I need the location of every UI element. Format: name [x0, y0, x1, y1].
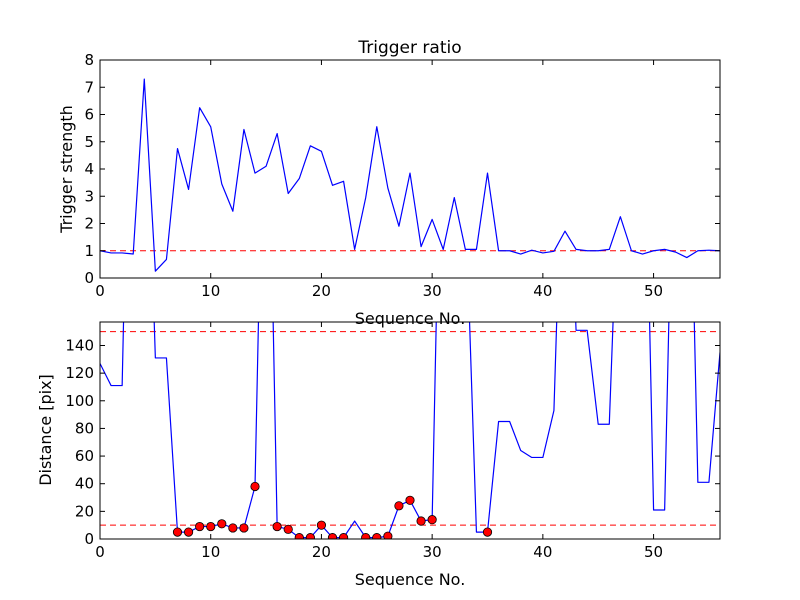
- chart-title: Trigger ratio: [357, 38, 461, 58]
- data-point-marker: [427, 515, 437, 525]
- y-tick-label: 8: [84, 51, 94, 69]
- plot-frame: [99, 59, 721, 279]
- y-tick-label: 20: [75, 502, 94, 520]
- distance-panel: 0 10 20 30 40 50 0 20 40 60 80 100 120 140 Sequence …: [36, 321, 721, 589]
- data-point-marker: [272, 521, 282, 532]
- plot-frame: [99, 321, 721, 540]
- data-point-marker: [239, 523, 249, 533]
- x-tick-label: 40: [533, 543, 552, 561]
- x-tick-label: 0: [95, 543, 105, 561]
- data-point-marker: [206, 521, 216, 532]
- x-tick-label: 50: [644, 282, 663, 300]
- data-point-marker: [172, 527, 183, 537]
- y-axis-label: Distance [pix]: [36, 374, 55, 486]
- x-tick-label: 30: [423, 282, 442, 300]
- y-tick-label: 1: [84, 242, 94, 260]
- y-tick-label: 120: [65, 364, 94, 382]
- data-point-marker: [228, 523, 238, 533]
- y-tick-label: 4: [84, 160, 94, 178]
- data-point-marker: [316, 520, 327, 530]
- x-axis-label: Sequence No.: [355, 570, 466, 589]
- series-line: [100, 78, 720, 272]
- data-point-marker: [183, 527, 194, 537]
- data-point-marker: [294, 533, 304, 539]
- y-tick-label: 2: [84, 215, 94, 233]
- data-point-marker: [394, 501, 404, 511]
- x-tick-label: 20: [312, 282, 331, 300]
- x-tick-label: 10: [201, 543, 220, 561]
- series-line: [100, 322, 720, 539]
- data-point-marker: [250, 481, 260, 492]
- y-tick-label: 0: [84, 530, 94, 548]
- y-tick-label: 3: [84, 187, 94, 205]
- y-tick-label: 100: [65, 392, 94, 410]
- trigger-ratio-panel: Trigger ratio 0 10 20 30 40 50 0 1 2 3 4 5 6 7 8 Sequ…: [57, 38, 721, 328]
- y-axis-label: Trigger strength: [57, 105, 76, 234]
- data-point-marker: [416, 516, 426, 526]
- y-tick-label: 140: [65, 336, 94, 354]
- data-point-marker: [361, 533, 371, 539]
- y-tick-label: 80: [75, 419, 94, 437]
- y-tick-label: 7: [84, 78, 94, 96]
- data-point-marker: [482, 527, 493, 537]
- y-tick-label: 40: [75, 475, 94, 493]
- data-point-marker: [372, 533, 382, 539]
- data-point-marker: [338, 533, 349, 539]
- x-axis-label: Sequence No.: [355, 309, 466, 328]
- y-tick-label: 5: [84, 133, 94, 151]
- x-tick-label: 0: [95, 282, 105, 300]
- x-tick-label: 10: [201, 282, 220, 300]
- x-tick-label: 20: [312, 543, 331, 561]
- x-tick-label: 40: [533, 282, 552, 300]
- data-point-marker: [195, 521, 205, 532]
- data-point-marker: [383, 531, 393, 539]
- data-point-marker: [283, 524, 293, 534]
- y-tick-label: 6: [84, 106, 94, 124]
- data-point-marker: [217, 519, 227, 529]
- y-tick-label: 60: [75, 447, 94, 465]
- data-point-marker: [305, 533, 315, 539]
- x-tick-label: 50: [644, 543, 663, 561]
- x-tick-label: 30: [423, 543, 442, 561]
- data-point-marker: [327, 533, 338, 539]
- y-tick-label: 0: [84, 269, 94, 287]
- data-point-marker: [405, 495, 415, 505]
